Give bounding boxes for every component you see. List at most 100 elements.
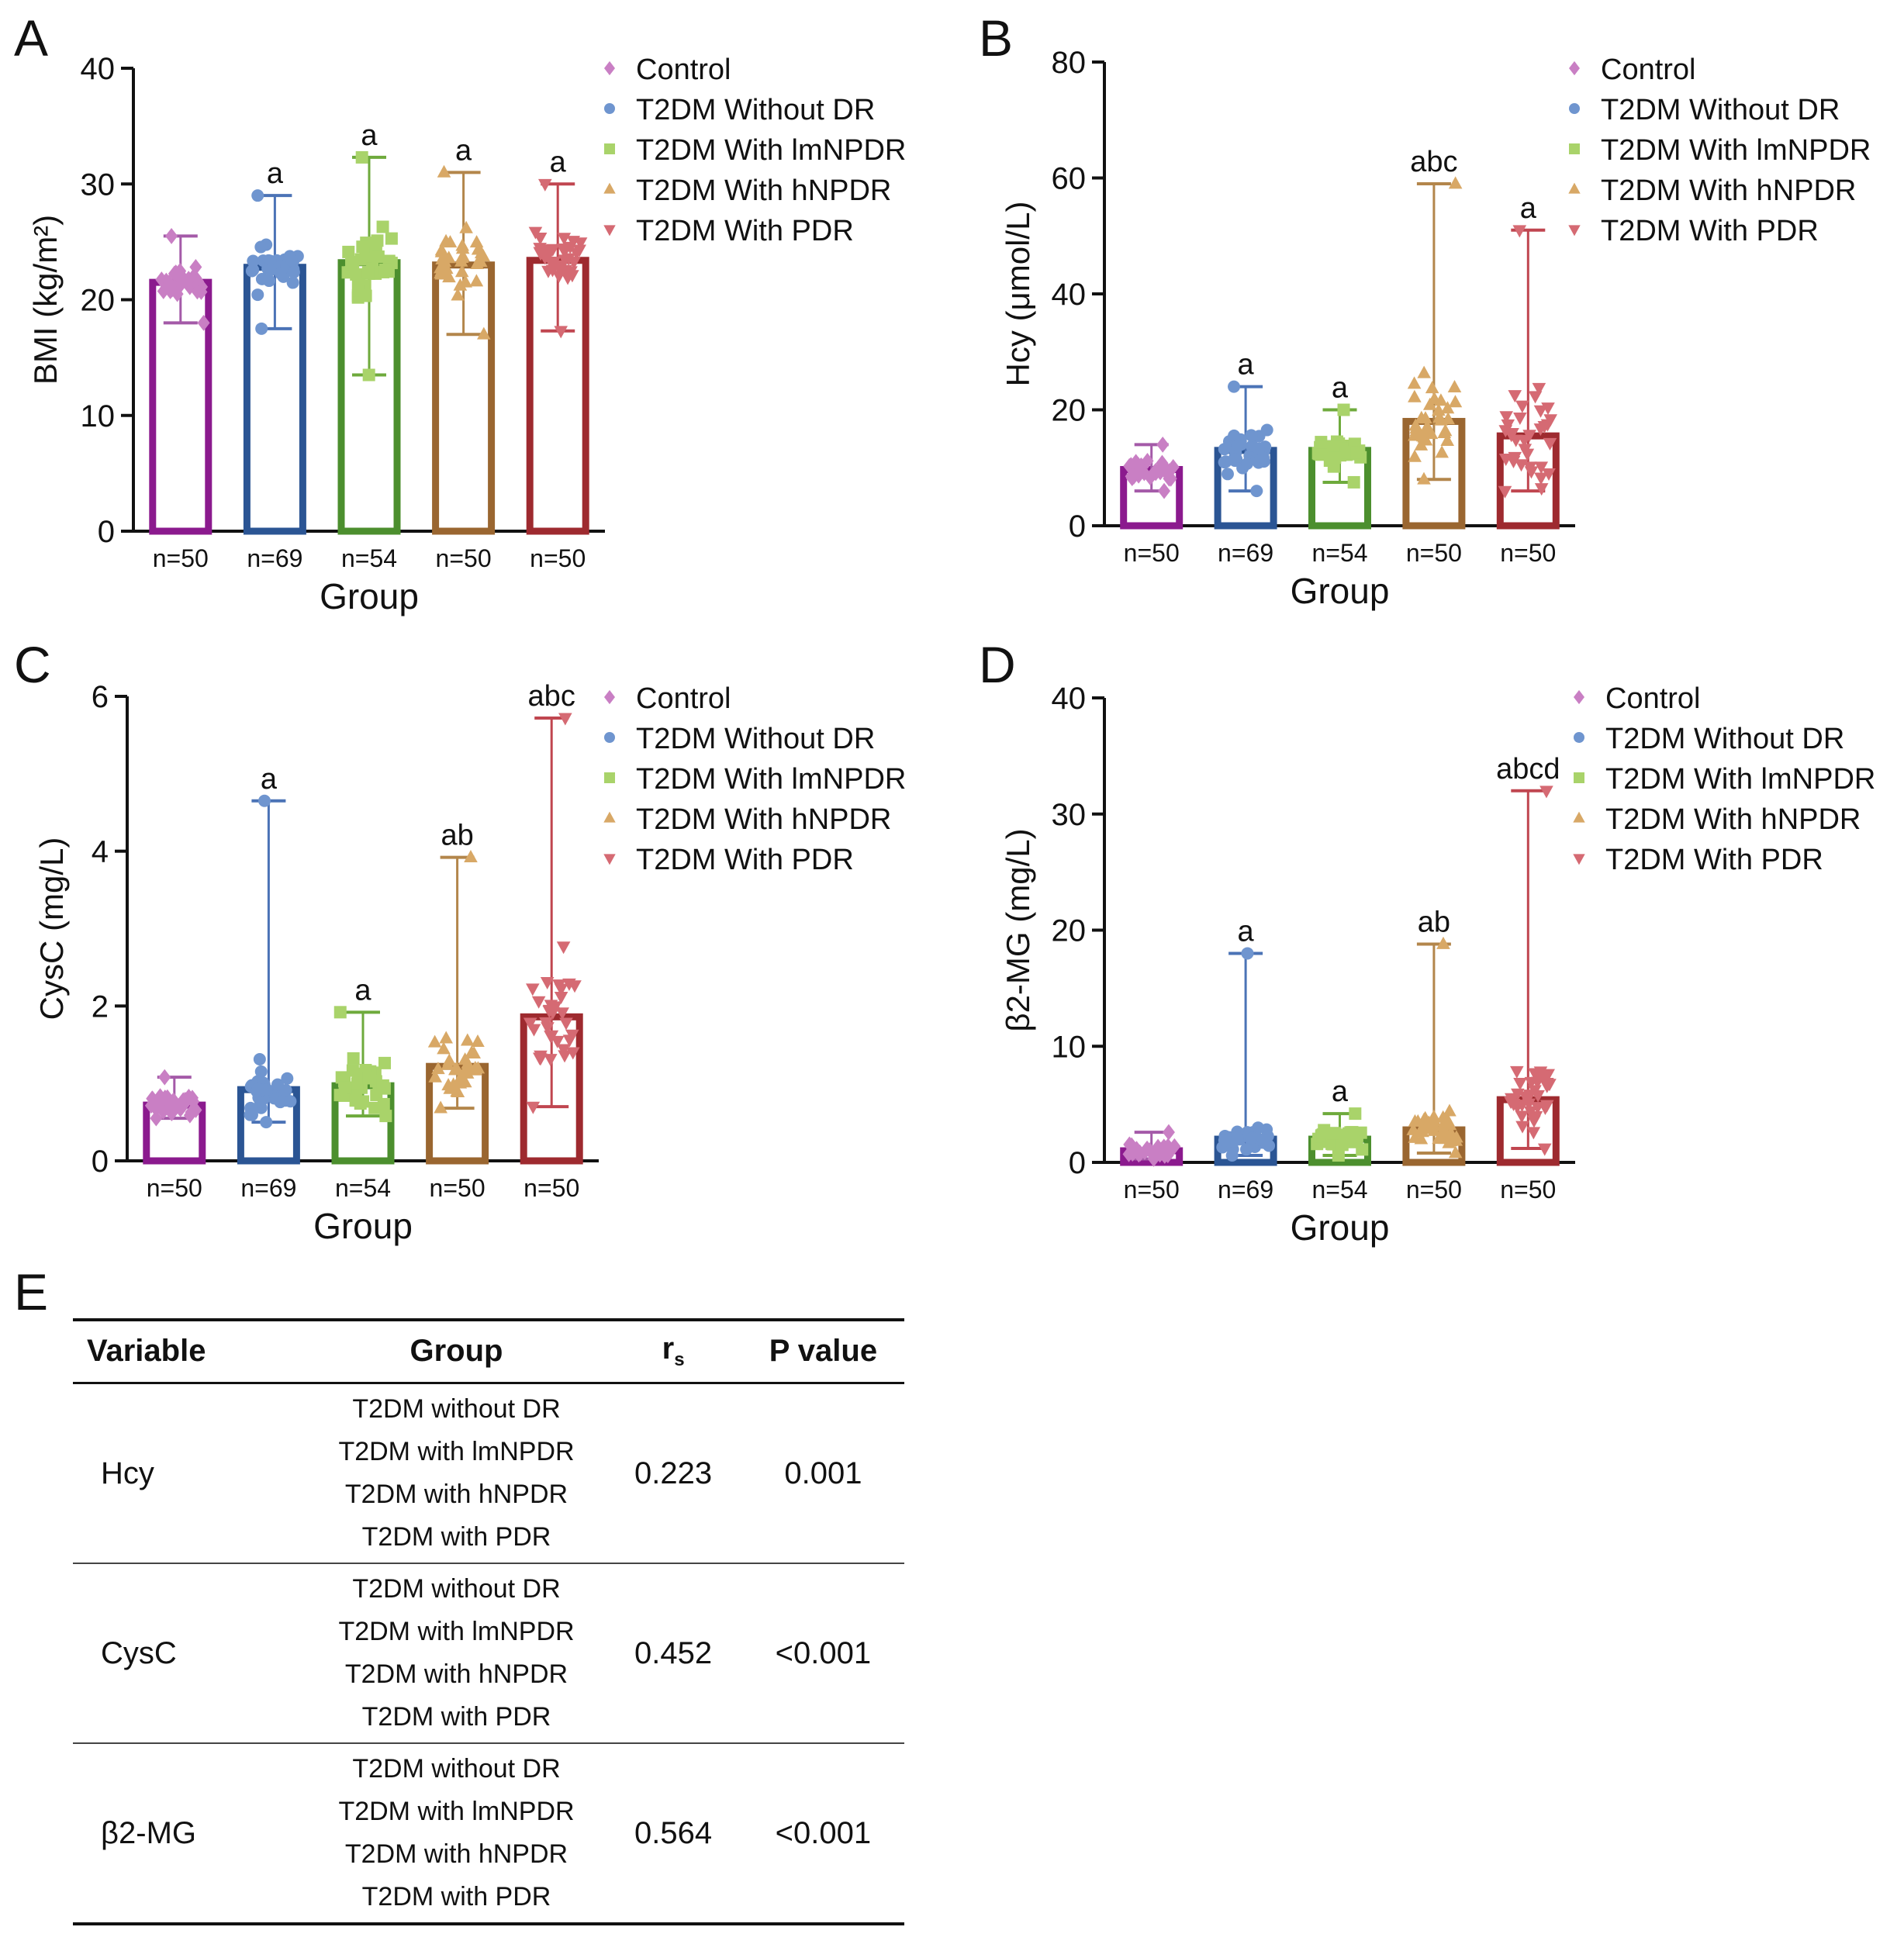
data-point [558, 713, 572, 726]
x-axis-label: Group [1291, 571, 1390, 611]
group-line: T2DM without DR [352, 1754, 561, 1784]
group-line: T2DM with PDR [361, 1882, 551, 1911]
significance-label: a [267, 157, 284, 190]
data-point [556, 941, 571, 955]
data-point [1315, 448, 1328, 461]
data-point [1125, 468, 1138, 485]
data-point [554, 326, 568, 339]
data-point [351, 1077, 364, 1090]
data-point [1417, 1112, 1431, 1125]
data-point [1513, 1078, 1527, 1091]
data-point [565, 1047, 580, 1060]
data-point [464, 850, 478, 863]
data-point [1218, 1134, 1231, 1147]
legend-label: T2DM With lmNPDR [636, 134, 906, 167]
legend-label: T2DM With lmNPDR [1605, 763, 1875, 796]
data-point [544, 1031, 558, 1044]
data-point [434, 244, 449, 257]
data-point [454, 264, 469, 278]
significance-label: a [1238, 349, 1255, 382]
data-point [1417, 365, 1431, 378]
data-point [541, 1022, 555, 1035]
data-point [538, 178, 552, 192]
header-rs: rs [604, 1320, 742, 1384]
table-row: CysC T2DM without DR T2DM with lmNPDR T2… [73, 1563, 904, 1744]
data-point [355, 150, 368, 164]
data-point [285, 254, 298, 267]
data-point [371, 250, 385, 263]
data-point [361, 266, 375, 279]
legend-marker [604, 60, 615, 76]
data-point [1417, 471, 1431, 485]
data-point [1534, 472, 1548, 485]
legend-label: Control [636, 54, 731, 86]
data-point [361, 252, 374, 265]
data-point [1435, 1127, 1450, 1140]
y-tick-label: 0 [92, 1145, 109, 1179]
cell-variable: CysC [73, 1563, 309, 1744]
data-point [158, 1069, 171, 1086]
data-point [260, 1116, 273, 1129]
cell-rs: 0.452 [604, 1563, 742, 1744]
data-point [567, 257, 581, 270]
y-tick-label: 0 [1069, 1146, 1086, 1180]
legend-label: T2DM With PDR [636, 844, 854, 876]
legend-marker [1574, 689, 1584, 705]
data-point [1432, 403, 1446, 416]
y-tick-label: 20 [1052, 394, 1087, 428]
y-axis-label: β2-MG (mg/L) [1000, 828, 1036, 1031]
data-point [545, 264, 560, 278]
x-tick-label: n=69 [240, 1174, 296, 1202]
data-point [377, 1097, 390, 1110]
data-point [385, 232, 398, 245]
data-point [1228, 380, 1241, 393]
header-rs-main: r [662, 1331, 675, 1366]
x-tick-label: n=54 [335, 1174, 391, 1202]
legend-marker [603, 811, 616, 823]
legend-marker [604, 689, 615, 705]
data-point [455, 238, 469, 251]
legend-marker [1568, 225, 1581, 237]
cell-rs: 0.564 [604, 1743, 742, 1925]
data-point [274, 1096, 287, 1109]
data-point [540, 976, 555, 989]
data-point [460, 1033, 475, 1046]
data-point [1504, 430, 1519, 443]
panel-letter: C [14, 636, 51, 693]
chart-panel-a: A 0 10 20 30 40 BMI (kg/m²) n=50 n=69 a n=54 a n=50 a… [14, 9, 906, 616]
legend-marker [603, 854, 616, 865]
data-point [1407, 376, 1422, 389]
data-point [1140, 1141, 1153, 1158]
data-point [1339, 446, 1353, 459]
data-point [527, 1024, 541, 1037]
x-tick-label: n=50 [153, 544, 209, 572]
data-point [1504, 1096, 1518, 1110]
data-point [150, 1110, 163, 1127]
data-point [459, 220, 473, 233]
header-rs-sub: s [674, 1348, 685, 1370]
data-point [1231, 439, 1244, 452]
data-point [281, 1072, 294, 1085]
data-point [185, 1103, 198, 1121]
panel-letter: D [979, 636, 1016, 693]
legend-marker [1568, 182, 1581, 194]
data-point [1447, 379, 1462, 392]
x-axis-label: Group [1291, 1207, 1390, 1248]
data-point [1511, 1088, 1525, 1101]
data-point [333, 1006, 347, 1019]
legend-marker [1573, 854, 1585, 865]
data-point [443, 235, 458, 248]
data-point [342, 245, 355, 258]
x-tick-label: n=50 [147, 1174, 202, 1202]
data-point [258, 794, 271, 807]
data-point [284, 1095, 297, 1108]
data-point [1253, 442, 1266, 455]
data-point [1239, 1143, 1253, 1156]
y-tick-label: 40 [81, 52, 116, 86]
panel-letter-e: E [14, 1263, 49, 1321]
data-point [162, 276, 175, 293]
data-point [254, 1095, 267, 1108]
data-point [573, 237, 588, 250]
y-tick-label: 10 [1052, 1030, 1087, 1064]
